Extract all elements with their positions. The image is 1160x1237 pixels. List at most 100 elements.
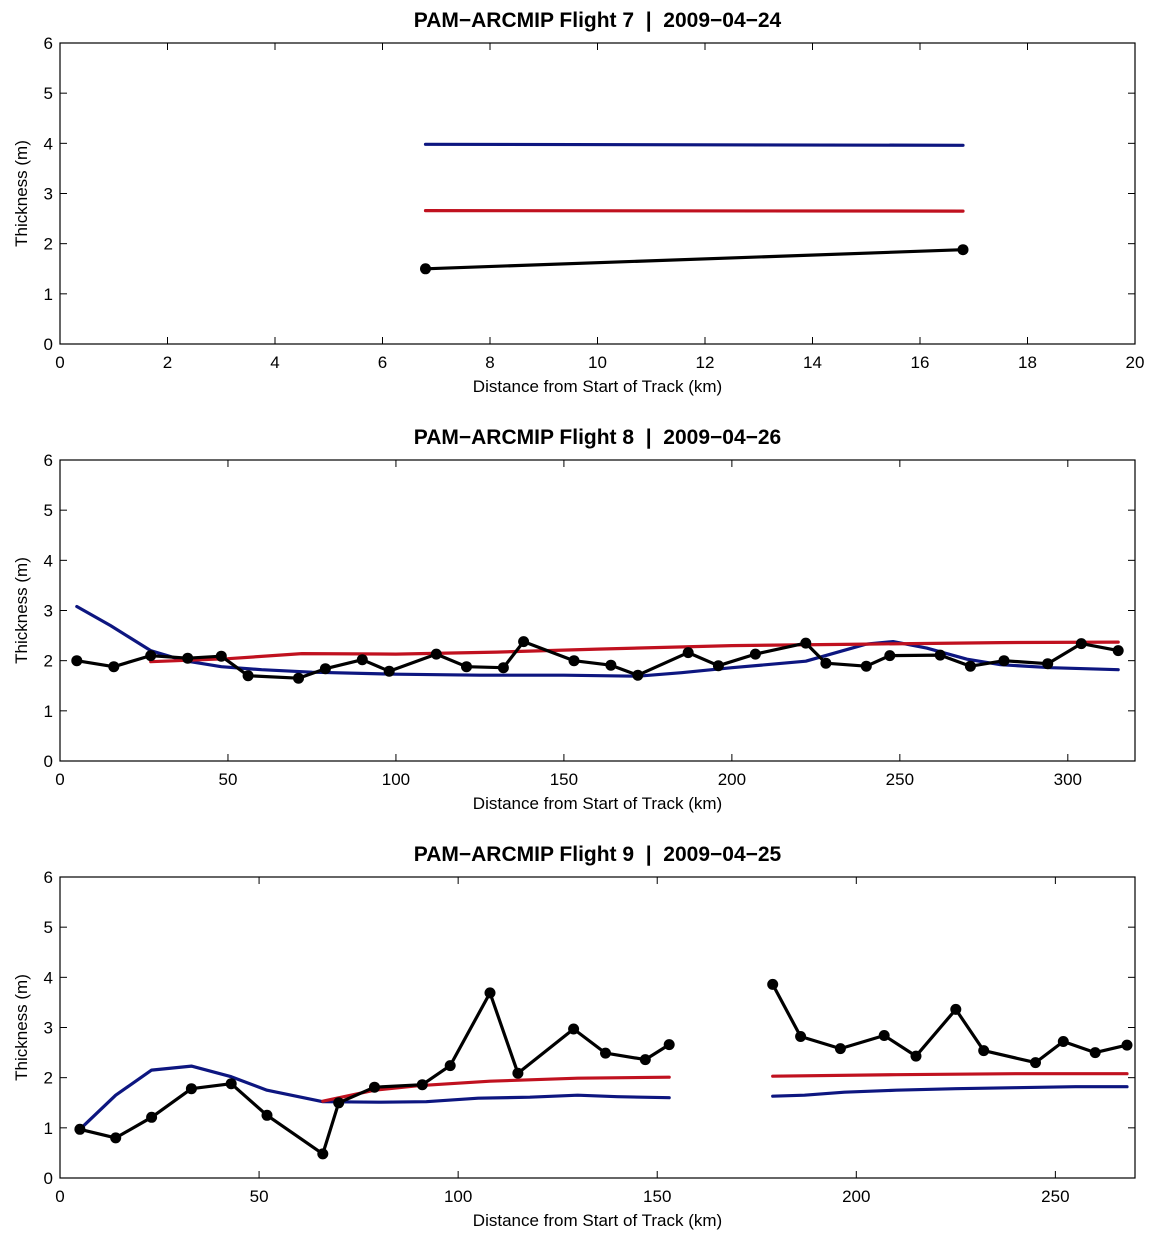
data-point-marker xyxy=(356,654,368,666)
data-point-marker xyxy=(682,647,694,659)
data-point-marker xyxy=(998,655,1010,667)
data-point-marker xyxy=(71,655,83,667)
x-tick-label: 200 xyxy=(842,1187,870,1206)
data-point-marker xyxy=(1075,638,1087,650)
x-axis-label: Distance from Start of Track (km) xyxy=(473,794,722,813)
x-tick-label: 100 xyxy=(444,1187,472,1206)
data-point-marker xyxy=(225,1078,237,1090)
x-tick-label: 2 xyxy=(163,353,172,372)
x-tick-label: 10 xyxy=(588,353,607,372)
x-tick-label: 150 xyxy=(643,1187,671,1206)
x-tick-label: 16 xyxy=(911,353,930,372)
data-point-marker xyxy=(632,669,644,681)
chart-title: PAM−ARCMIP Flight 8 | 2009−04−26 xyxy=(414,426,782,449)
plot-area xyxy=(59,42,1136,345)
series-line-blue xyxy=(423,142,965,147)
data-point-marker xyxy=(242,670,254,682)
series-line-red xyxy=(423,209,965,213)
data-point-marker xyxy=(319,663,331,675)
x-tick-label: 150 xyxy=(550,770,578,789)
data-point-marker xyxy=(639,1054,651,1066)
data-point-marker xyxy=(910,1050,922,1062)
data-point-marker xyxy=(182,652,194,664)
y-tick-label: 5 xyxy=(44,918,53,937)
data-point-marker xyxy=(369,1081,380,1093)
data-point-marker xyxy=(333,1097,345,1109)
y-tick-label: 5 xyxy=(44,84,53,103)
x-tick-label: 12 xyxy=(696,353,715,372)
data-point-marker xyxy=(416,1079,428,1091)
data-point-marker xyxy=(420,263,431,275)
data-point-marker xyxy=(215,650,227,662)
x-tick-label: 0 xyxy=(55,770,64,789)
chart-title: PAM−ARCMIP Flight 9 | 2009−04−25 xyxy=(414,843,782,866)
series-line-blue xyxy=(771,1085,1129,1098)
data-point-marker xyxy=(834,1043,846,1055)
y-tick-label: 1 xyxy=(44,285,53,304)
x-axis-label: Distance from Start of Track (km) xyxy=(473,1211,722,1230)
data-point-marker xyxy=(461,661,472,673)
series-line-black xyxy=(423,248,965,271)
x-tick-label: 18 xyxy=(1018,353,1037,372)
data-point-marker xyxy=(934,649,946,661)
data-point-marker xyxy=(261,1109,273,1121)
data-point-marker xyxy=(1112,645,1124,657)
y-tick-label: 6 xyxy=(44,451,53,470)
x-tick-label: 4 xyxy=(270,353,279,372)
x-tick-label: 0 xyxy=(55,1187,64,1206)
data-point-marker xyxy=(795,1031,807,1042)
chart-panel-flight-8: 0 50 100 150 200 250 300 0 1 2 3 4 5 6 PAM−ARCMIP Flig… xyxy=(12,426,1136,813)
y-tick-label: 6 xyxy=(44,868,53,887)
data-point-marker xyxy=(749,648,761,660)
data-point-marker xyxy=(484,987,496,999)
plot-area xyxy=(59,876,1136,1179)
data-point-marker xyxy=(1042,658,1054,670)
x-tick-label: 300 xyxy=(1054,770,1082,789)
data-point-marker xyxy=(712,660,724,672)
data-point-marker xyxy=(605,659,617,671)
data-point-marker xyxy=(568,1023,580,1035)
x-tick-label: 8 xyxy=(485,353,494,372)
x-tick-label: 200 xyxy=(718,770,746,789)
y-axis-label: Thickness (m) xyxy=(12,140,31,247)
data-point-marker xyxy=(600,1047,611,1059)
y-tick-label: 1 xyxy=(44,1119,53,1138)
y-tick-label: 4 xyxy=(44,968,53,987)
data-point-marker xyxy=(383,665,395,677)
data-point-marker xyxy=(950,1003,962,1015)
y-tick-label: 3 xyxy=(44,1019,53,1038)
data-point-marker xyxy=(497,662,509,674)
data-point-marker xyxy=(444,1060,456,1072)
y-axis-label: Thickness (m) xyxy=(12,557,31,664)
y-tick-label: 2 xyxy=(44,235,53,254)
data-point-marker xyxy=(1030,1057,1041,1069)
data-point-marker xyxy=(185,1083,197,1095)
data-point-marker xyxy=(293,672,304,684)
y-tick-label: 1 xyxy=(44,702,53,721)
y-tick-label: 6 xyxy=(44,34,53,53)
x-tick-label: 20 xyxy=(1126,353,1145,372)
data-point-marker xyxy=(663,1039,675,1051)
data-point-marker xyxy=(74,1123,86,1135)
y-tick-label: 5 xyxy=(44,501,53,520)
x-tick-label: 14 xyxy=(803,353,822,372)
chart-title: PAM−ARCMIP Flight 7 | 2009−04−24 xyxy=(414,9,782,32)
x-axis-label: Distance from Start of Track (km) xyxy=(473,377,722,396)
data-point-marker xyxy=(317,1148,329,1160)
data-point-marker xyxy=(146,1111,158,1123)
y-tick-label: 3 xyxy=(44,185,53,204)
x-tick-label: 250 xyxy=(886,770,914,789)
y-tick-label: 3 xyxy=(44,602,53,621)
y-tick-label: 4 xyxy=(44,551,53,570)
data-point-marker xyxy=(964,660,976,672)
x-tick-label: 250 xyxy=(1041,1187,1069,1206)
data-point-marker xyxy=(1121,1039,1133,1051)
data-point-marker xyxy=(430,648,442,660)
data-point-marker xyxy=(800,637,812,649)
y-tick-label: 2 xyxy=(44,652,53,671)
data-point-marker xyxy=(568,655,580,667)
data-point-marker xyxy=(957,244,969,256)
data-point-marker xyxy=(1089,1047,1101,1059)
